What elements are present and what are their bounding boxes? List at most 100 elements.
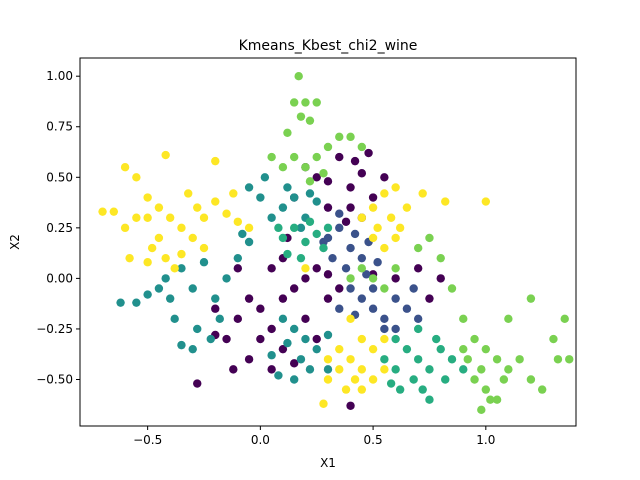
- scatter-point-s2-5: [154, 284, 164, 293]
- scatter-point-s3-7: [274, 223, 283, 233]
- y-tick-label: 0.50: [46, 170, 73, 184]
- scatter-point-s5-35: [386, 213, 396, 222]
- scatter-point-s3-23: [459, 365, 468, 374]
- scatter-point-s2-41: [238, 229, 247, 239]
- scatter-point-s1-7: [350, 229, 360, 239]
- scatter-point-s5-50: [380, 365, 389, 374]
- scatter-point-s5-2: [120, 162, 130, 172]
- scatter-point-s5-39: [418, 189, 427, 198]
- scatter-point-s5-21: [161, 150, 170, 160]
- scatter-point-s5-9: [199, 243, 209, 253]
- scatter-point-s5-41: [391, 233, 400, 243]
- scatter-point-s5-27: [229, 189, 238, 198]
- scatter-point-s3-3: [312, 229, 321, 239]
- scatter-point-s5-49: [368, 375, 378, 384]
- scatter-point-s0-32: [335, 284, 344, 293]
- scatter-point-s2-1: [188, 284, 197, 293]
- scatter-point-s0-38: [193, 379, 202, 388]
- scatter-point-s1-19: [380, 324, 389, 334]
- scatter-point-s0-18: [278, 294, 288, 303]
- scatter-point-s2-7: [170, 314, 179, 324]
- scatter-point-s1-20: [391, 324, 400, 334]
- scatter-point-s4-15: [319, 169, 328, 178]
- scatter-point-s1-6: [319, 237, 328, 247]
- scatter-point-s4-6: [283, 128, 292, 138]
- scatter-point-s5-58: [301, 264, 310, 273]
- y-tick-label: −0.50: [36, 372, 73, 386]
- scatter-point-s3-12: [413, 355, 423, 364]
- scatter-point-s3-18: [391, 365, 400, 374]
- scatter-point-s4-33: [481, 385, 491, 394]
- scatter-point-s5-53: [323, 355, 333, 364]
- scatter-point-s1-24: [373, 258, 382, 267]
- scatter-point-s0-37: [425, 294, 434, 303]
- scatter-point-s5-60: [441, 197, 450, 206]
- scatter-point-s4-2: [301, 98, 310, 107]
- scatter-point-s3-1: [289, 223, 299, 233]
- scatter-point-s2-15: [116, 298, 125, 307]
- scatter-point-s0-47: [289, 359, 299, 368]
- scatter-point-s4-26: [447, 284, 457, 293]
- scatter-point-s4-4: [296, 112, 306, 121]
- scatter-point-s5-44: [368, 344, 378, 354]
- scatter-point-s5-22: [132, 213, 141, 222]
- scatter-point-s3-17: [418, 385, 427, 394]
- scatter-point-s5-20: [211, 156, 220, 166]
- scatter-point-s0-39: [346, 401, 355, 410]
- scatter-point-s4-38: [537, 385, 547, 394]
- scatter-point-s2-21: [312, 197, 321, 206]
- scatter-point-s4-17: [357, 142, 367, 152]
- scatter-point-s4-49: [477, 405, 486, 415]
- x-tick-label: 0.5: [364, 433, 383, 447]
- scatter-point-s3-25: [413, 324, 423, 334]
- scatter-point-s1-4: [341, 264, 351, 273]
- scatter-point-s0-28: [244, 355, 254, 364]
- scatter-point-s3-11: [402, 344, 412, 354]
- scatter-point-s4-0: [294, 72, 303, 81]
- scatter-point-s4-45: [463, 355, 472, 364]
- scatter-point-s0-4: [364, 148, 373, 158]
- scatter-point-s0-20: [301, 274, 310, 283]
- scatter-point-s5-57: [335, 344, 344, 354]
- scatter-point-s1-5: [328, 253, 337, 263]
- scatter-point-s5-46: [335, 365, 344, 374]
- scatter-point-s0-16: [233, 314, 243, 324]
- scatter-point-s1-8: [335, 209, 344, 218]
- scatter-point-s2-9: [215, 314, 224, 324]
- scatter-point-s5-55: [319, 399, 328, 408]
- scatter-point-s2-4: [199, 258, 209, 267]
- scatter-point-s2-42: [260, 173, 270, 182]
- scatter-point-s3-15: [447, 355, 457, 364]
- scatter-point-s3-8: [319, 243, 328, 253]
- scatter-point-s0-26: [278, 344, 288, 354]
- scatter-point-s2-31: [312, 344, 321, 354]
- scatter-point-s0-22: [323, 270, 333, 279]
- scatter-point-s4-3: [312, 98, 321, 107]
- scatter-point-s0-43: [211, 304, 220, 313]
- scatter-point-s4-34: [492, 395, 502, 404]
- scatter-point-s2-37: [323, 365, 333, 374]
- scatter-point-s2-2: [211, 294, 220, 303]
- scatter-point-s5-40: [380, 243, 389, 253]
- scatter-point-s4-32: [470, 375, 479, 384]
- y-tick-label: −0.25: [36, 322, 73, 336]
- scatter-point-s4-23: [413, 243, 423, 253]
- scatter-point-s4-39: [549, 334, 558, 344]
- scatter-point-s1-14: [391, 294, 400, 303]
- scatter-point-s2-17: [244, 237, 254, 247]
- scatter-point-s5-0: [98, 207, 107, 216]
- scatter-point-s0-2: [357, 169, 367, 178]
- points-layer: [98, 72, 574, 415]
- scatter-point-s2-33: [283, 338, 292, 348]
- scatter-point-s2-6: [143, 290, 152, 299]
- scatter-point-s3-10: [391, 334, 400, 344]
- scatter-point-s4-42: [553, 355, 563, 364]
- scatter-point-s4-14: [305, 177, 315, 186]
- scatter-point-s5-34: [373, 223, 382, 233]
- scatter-point-s5-16: [211, 197, 220, 206]
- y-axis-ticks: −0.50 −0.25 0.00 0.25 0.50 0.75 1.00: [36, 69, 80, 386]
- scatter-point-s2-39: [177, 340, 186, 350]
- scatter-point-s5-15: [193, 203, 202, 212]
- scatter-point-s0-5: [323, 203, 333, 212]
- scatter-point-s5-7: [177, 223, 186, 233]
